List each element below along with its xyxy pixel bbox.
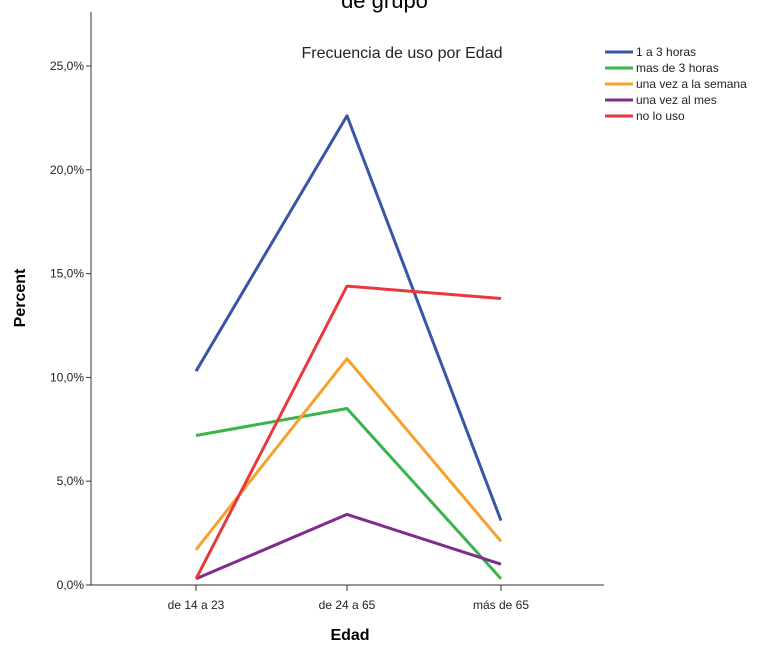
- legend: 1 a 3 horas mas de 3 horas una vez a la se…: [605, 45, 747, 123]
- legend-label: una vez al mes: [636, 93, 717, 107]
- y-axis-label: Percent: [12, 268, 29, 327]
- legend-label: una vez a la semana: [636, 77, 747, 91]
- y-tick-label: 20,0%: [50, 163, 84, 177]
- series-lines: [194, 114, 503, 581]
- y-tick-label: 10,0%: [50, 370, 84, 384]
- y-tick-label: 0,0%: [57, 578, 85, 592]
- x-tick-label: de 24 a 65: [319, 598, 376, 612]
- series-line-no-lo-uso: [194, 284, 502, 580]
- chart-title: Frecuencia de uso por Edad: [301, 45, 502, 62]
- legend-label: no lo uso: [636, 109, 685, 123]
- y-tick-label: 25,0%: [50, 59, 84, 73]
- cut-header-text: de grupo: [341, 0, 428, 13]
- x-axis-label: Edad: [330, 627, 369, 644]
- y-ticks: 0,0% 5,0% 10,0% 15,0% 20,0% 25,0%: [50, 59, 91, 592]
- x-tick-label: de 14 a 23: [168, 598, 225, 612]
- series-line-1-a-3-horas: [194, 114, 503, 522]
- series-line-una-vez-al-mes: [195, 512, 502, 581]
- x-ticks: de 14 a 23 de 24 a 65 más de 65: [168, 585, 529, 612]
- x-tick-label: más de 65: [473, 598, 529, 612]
- series-line-una-vez-a-la-semana: [194, 357, 503, 551]
- y-tick-label: 15,0%: [50, 267, 84, 281]
- y-tick-label: 5,0%: [57, 474, 85, 488]
- legend-label: 1 a 3 horas: [636, 45, 696, 59]
- legend-label: mas de 3 horas: [636, 61, 719, 75]
- series-line-mas-de-3-horas: [195, 407, 503, 580]
